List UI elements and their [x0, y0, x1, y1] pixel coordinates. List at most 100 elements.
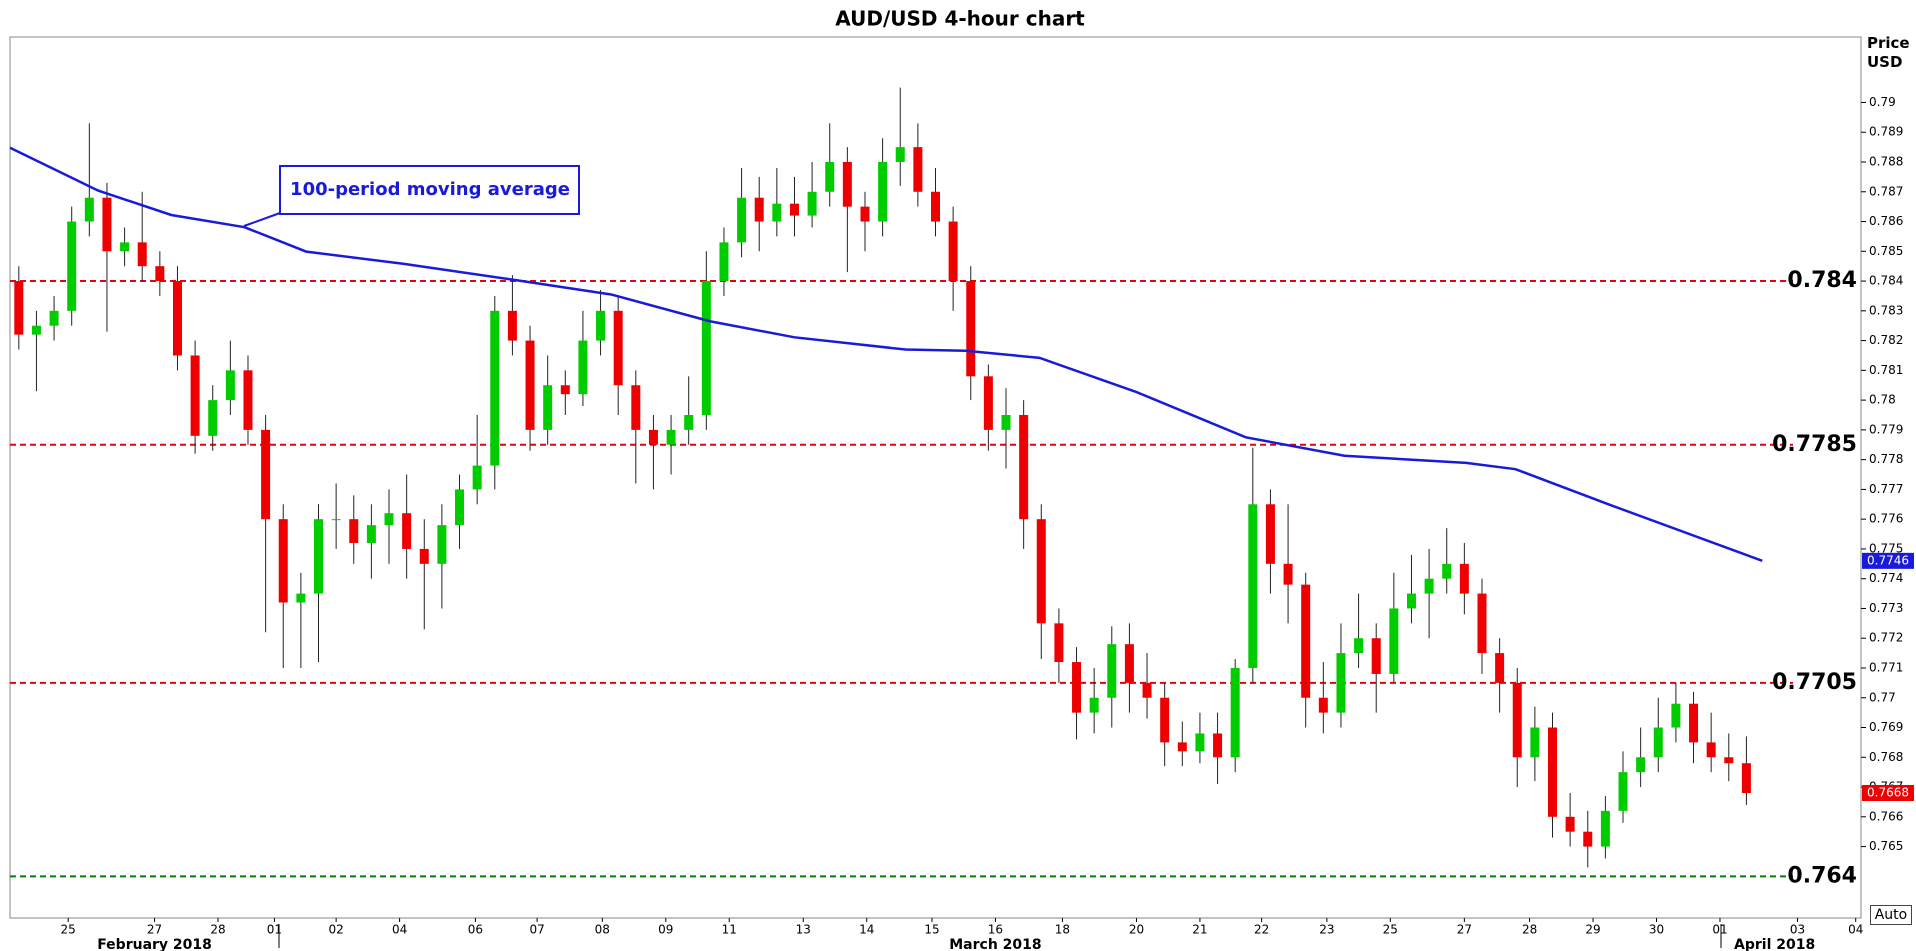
candle-body: [1389, 608, 1399, 674]
candle-body: [966, 281, 976, 377]
level-label: 0.7705: [1772, 670, 1857, 695]
x-tick-label: 23: [1319, 923, 1334, 937]
candle-body: [1230, 667, 1240, 758]
candle-body: [1512, 682, 1522, 758]
candle-body: [1336, 653, 1346, 713]
y-tick-label: 0.775: [1869, 541, 1903, 555]
plot-frame: [9, 36, 1862, 919]
candle-body: [67, 221, 77, 311]
candle-body: [1054, 623, 1064, 663]
candle-body: [772, 203, 782, 222]
x-tick-label: 11: [722, 923, 737, 937]
candle-body: [1142, 682, 1152, 698]
candle-body: [1636, 757, 1646, 773]
y-tick-label: 0.78: [1869, 393, 1896, 407]
y-tick-label: 0.784: [1869, 274, 1903, 288]
candle-body: [243, 370, 253, 430]
y-tick-label: 0.79: [1869, 95, 1896, 109]
candle-body: [1371, 638, 1381, 674]
candle-body: [648, 429, 658, 445]
x-tick-label: 25: [1383, 923, 1398, 937]
y-tick-label: 0.781: [1869, 363, 1903, 377]
candle-body: [84, 197, 94, 222]
candle-body: [807, 191, 817, 216]
candle-body: [1301, 584, 1311, 698]
y-tick-label: 0.77: [1869, 690, 1896, 704]
y-tick-label: 0.772: [1869, 631, 1903, 645]
candle-body: [701, 281, 711, 415]
y-tick-label: 0.789: [1869, 125, 1903, 139]
y-tick-label: 0.774: [1869, 571, 1903, 585]
x-tick-label: 29: [1585, 923, 1600, 937]
candle-body: [419, 548, 429, 564]
candle-body: [543, 385, 553, 430]
y-tick-label: 0.779: [1869, 422, 1903, 436]
y-tick-label: 0.766: [1869, 809, 1903, 823]
candle-body: [190, 355, 200, 436]
candle-body: [1213, 733, 1223, 758]
y-tick-label: 0.788: [1869, 155, 1903, 169]
candle-body: [1001, 414, 1011, 430]
candle-body: [1565, 816, 1575, 832]
y-tick-label: 0.776: [1869, 512, 1903, 526]
x-tick-label: 08: [595, 923, 610, 937]
candle-body: [349, 519, 359, 543]
candle-body: [1124, 644, 1134, 683]
candle-body: [296, 593, 306, 603]
y-tick-label: 0.782: [1869, 333, 1903, 347]
candle-body: [314, 519, 323, 594]
x-tick-label: 06: [468, 923, 483, 937]
candle-body: [490, 310, 500, 466]
candle-body: [737, 197, 747, 243]
candle-body: [1706, 742, 1716, 758]
candle-body: [948, 221, 958, 282]
y-tick-label: 0.785: [1869, 244, 1903, 258]
candle-body: [754, 197, 764, 222]
candle-body: [560, 385, 570, 395]
candle-body: [225, 370, 235, 401]
price-tag-label: 0.7746: [1867, 553, 1909, 567]
x-tick-label: 13: [796, 923, 811, 937]
candle-body: [1653, 727, 1663, 758]
candle-body: [31, 325, 41, 335]
annotation-connector: [243, 212, 281, 227]
month-label: March 2018: [949, 937, 1041, 951]
y-tick-label: 0.787: [1869, 184, 1903, 198]
candle-body: [1195, 733, 1205, 752]
candle-body: [1265, 504, 1275, 564]
candle-body: [1477, 593, 1487, 654]
candle-body: [613, 310, 623, 386]
candle-body: [1107, 644, 1117, 698]
price-tag: [1862, 784, 1914, 801]
candle-body: [1583, 831, 1593, 847]
candle-body: [1530, 727, 1540, 758]
candle-body: [666, 429, 676, 445]
level-label: 0.764: [1787, 863, 1857, 888]
candle-body: [1495, 653, 1505, 683]
auto-button[interactable]: Auto: [1870, 905, 1912, 925]
x-tick-label: 27: [1457, 923, 1472, 937]
candle-body: [1424, 578, 1434, 594]
x-tick-label: 07: [529, 923, 544, 937]
x-tick-label: 01: [267, 923, 282, 937]
y-tick-label: 0.786: [1869, 214, 1903, 228]
candle-body: [208, 400, 218, 436]
candle-body: [437, 525, 447, 564]
candle-body: [402, 513, 412, 549]
candle-body: [1741, 763, 1751, 793]
candle-body: [120, 242, 130, 252]
candle-body: [1089, 697, 1099, 713]
candle-body: [931, 191, 940, 222]
candle-body: [384, 513, 394, 526]
candle-body: [261, 429, 271, 520]
candle-body: [842, 162, 852, 207]
x-tick-label: 25: [61, 923, 76, 937]
candle-body: [860, 206, 870, 222]
candle-body: [507, 310, 517, 341]
candle-body: [137, 242, 147, 267]
candle-body: [1019, 414, 1029, 520]
candle-body: [1318, 697, 1328, 713]
y-tick-label: 0.777: [1869, 482, 1903, 496]
candle-body: [1618, 772, 1628, 811]
